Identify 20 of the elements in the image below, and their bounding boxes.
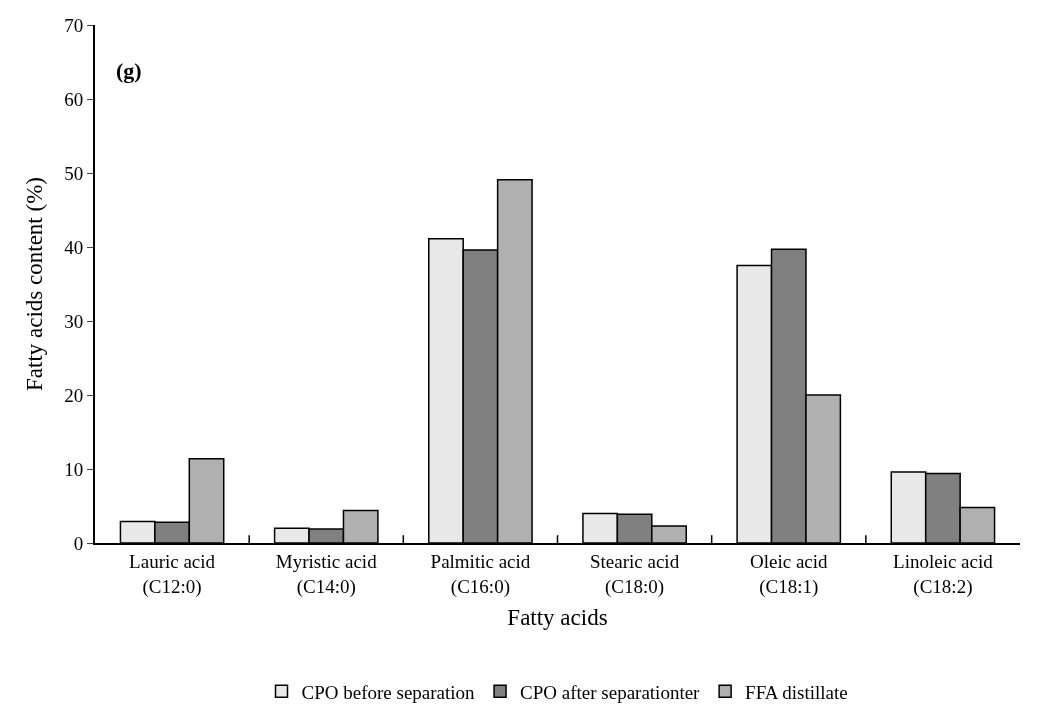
x-tick-label: Myristic acid (C14:0) [275, 550, 378, 598]
y-tick-label: 50 [64, 162, 84, 184]
y-tick-label: 30 [64, 310, 84, 332]
legend-label: CPO before separation [301, 681, 476, 703]
y-axis-title: Fatty acids content (%) [22, 177, 48, 391]
y-tick-label: 0 [73, 532, 84, 554]
y-tick-label: 70 [64, 14, 84, 36]
x-tick-label: Lauric acid (C12:0) [129, 550, 216, 598]
y-tick-label: 20 [64, 384, 84, 406]
annotation: (g) [116, 58, 142, 83]
x-tick-label: Oleic acid (C18:1) [749, 550, 829, 598]
x-tick-label: Palmitic acid (C16:0) [430, 550, 531, 598]
x-tick-label: Stearic acid (C18:0) [590, 550, 680, 598]
y-tick-label: 40 [64, 236, 84, 258]
legend-label: CPO after separationter [520, 681, 701, 703]
legend-label: FFA distillate [745, 681, 848, 703]
x-tick-label: Linoleic acid (C18:2) [893, 550, 994, 598]
y-tick-label: 60 [64, 88, 84, 110]
y-tick-label: 10 [64, 458, 84, 480]
x-axis-title: Fatty acids [507, 604, 608, 630]
